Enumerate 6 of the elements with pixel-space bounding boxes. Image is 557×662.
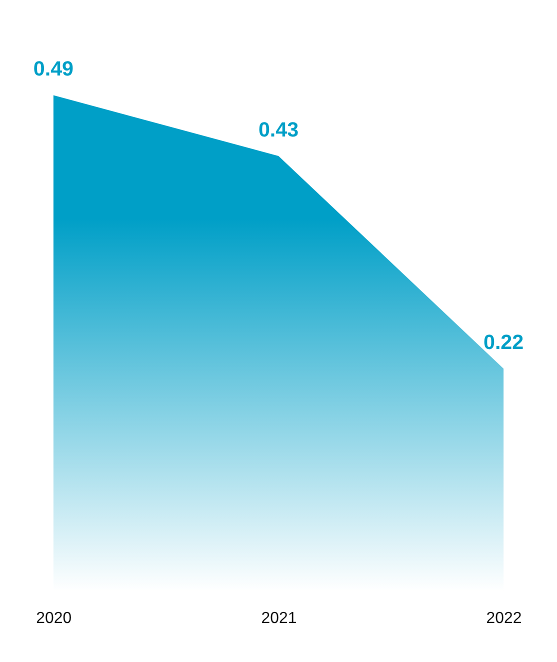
x-tick-label: 2021 xyxy=(261,610,297,627)
data-label: 0.49 xyxy=(33,58,74,81)
data-label: 0.43 xyxy=(258,118,299,142)
x-tick-label: 2020 xyxy=(36,610,72,627)
x-tick-label: 2022 xyxy=(486,610,522,627)
data-label: 0.22 xyxy=(483,330,524,354)
